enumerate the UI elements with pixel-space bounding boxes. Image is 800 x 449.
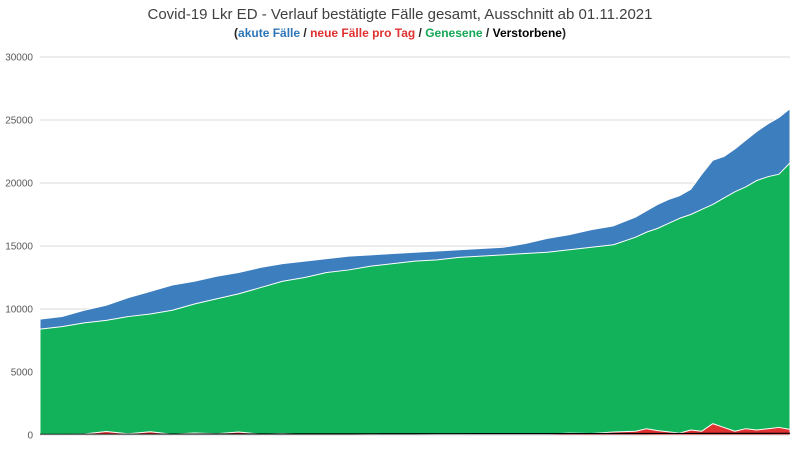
line-verstorbene bbox=[39, 432, 791, 435]
data-areas bbox=[39, 108, 791, 436]
y-tick-label: 10000 bbox=[5, 305, 33, 316]
chart-title: Covid-19 Lkr ED - Verlauf bestätigte Fäl… bbox=[147, 6, 653, 23]
y-tick-label: 0 bbox=[27, 431, 33, 442]
y-tick-label: 15000 bbox=[5, 242, 33, 253]
y-axis-ticks: 0 5000 10000 15000 20000 25000 30000 bbox=[5, 53, 33, 442]
y-tick-label: 30000 bbox=[5, 53, 33, 64]
subtitle-sep-1: / bbox=[300, 26, 311, 40]
area-genesene bbox=[39, 162, 791, 436]
subtitle-sep-3: / bbox=[482, 26, 493, 40]
legend-neue: neue Fälle pro Tag bbox=[310, 26, 416, 40]
subtitle-close: ) bbox=[561, 26, 566, 40]
y-tick-label: 25000 bbox=[5, 116, 33, 127]
subtitle-open: ( bbox=[234, 26, 239, 40]
subtitle-sep-2: / bbox=[415, 26, 426, 40]
legend-akute: akute Fälle bbox=[238, 26, 301, 40]
legend-verstorbene: Verstorbene bbox=[492, 26, 562, 40]
y-tick-label: 20000 bbox=[5, 179, 33, 190]
legend-genesene: Genesene bbox=[425, 26, 483, 40]
chart-subtitle: (akute Fälle / neue Fälle pro Tag / Gene… bbox=[0, 26, 800, 40]
y-tick-label: 5000 bbox=[11, 368, 34, 379]
